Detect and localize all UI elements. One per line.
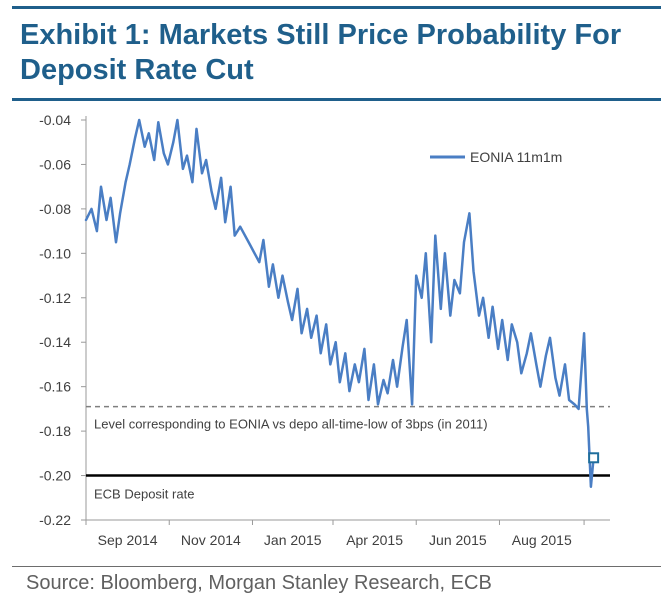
header-rule bbox=[12, 6, 661, 9]
y-tick-label: -0.08 bbox=[39, 201, 71, 217]
chart-axes: -0.04 -0.06 -0.08 -0.10 -0.12 -0.14 -0.16 -0.18… bbox=[39, 112, 610, 548]
latest-value-marker bbox=[588, 452, 600, 464]
y-tick-label: -0.22 bbox=[39, 512, 71, 528]
deposit-rate-label: ECB Deposit rate bbox=[94, 487, 194, 502]
x-tick-label: Jun 2015 bbox=[429, 532, 487, 548]
y-tick-label: -0.20 bbox=[39, 468, 71, 484]
y-tick-label: -0.06 bbox=[39, 156, 71, 172]
source-note: Source: Bloomberg, Morgan Stanley Resear… bbox=[26, 572, 492, 594]
y-tick-label: -0.16 bbox=[39, 379, 71, 395]
y-tick-label: -0.12 bbox=[39, 290, 71, 306]
eonia-line-chart: -0.04 -0.06 -0.08 -0.10 -0.12 -0.14 -0.16 -0.18… bbox=[39, 112, 610, 548]
chart-legend: EONIA 11m1m bbox=[430, 149, 562, 165]
x-tick-label: Sep 2014 bbox=[98, 532, 158, 548]
y-tick-label: -0.10 bbox=[39, 245, 71, 261]
y-tick-label: -0.14 bbox=[39, 334, 71, 350]
x-tick-label: Jan 2015 bbox=[264, 532, 322, 548]
title-divider bbox=[12, 98, 661, 101]
reference-lines: Level corresponding to EONIA vs depo all… bbox=[86, 405, 610, 502]
x-tick-label: Nov 2014 bbox=[181, 532, 241, 548]
series-line-eonia bbox=[84, 118, 595, 488]
x-tick-label: Apr 2015 bbox=[346, 532, 403, 548]
eonia-low-reference-label: Level corresponding to EONIA vs depo all… bbox=[94, 417, 488, 432]
series-layer bbox=[84, 118, 600, 488]
x-tick-label: Aug 2015 bbox=[512, 532, 572, 548]
legend-label: EONIA 11m1m bbox=[470, 149, 562, 165]
chart-title: Exhibit 1: Markets Still Price Probabili… bbox=[20, 19, 622, 86]
y-tick-label: -0.18 bbox=[39, 423, 71, 439]
source-divider bbox=[12, 566, 661, 567]
y-tick-label: -0.04 bbox=[39, 112, 71, 128]
